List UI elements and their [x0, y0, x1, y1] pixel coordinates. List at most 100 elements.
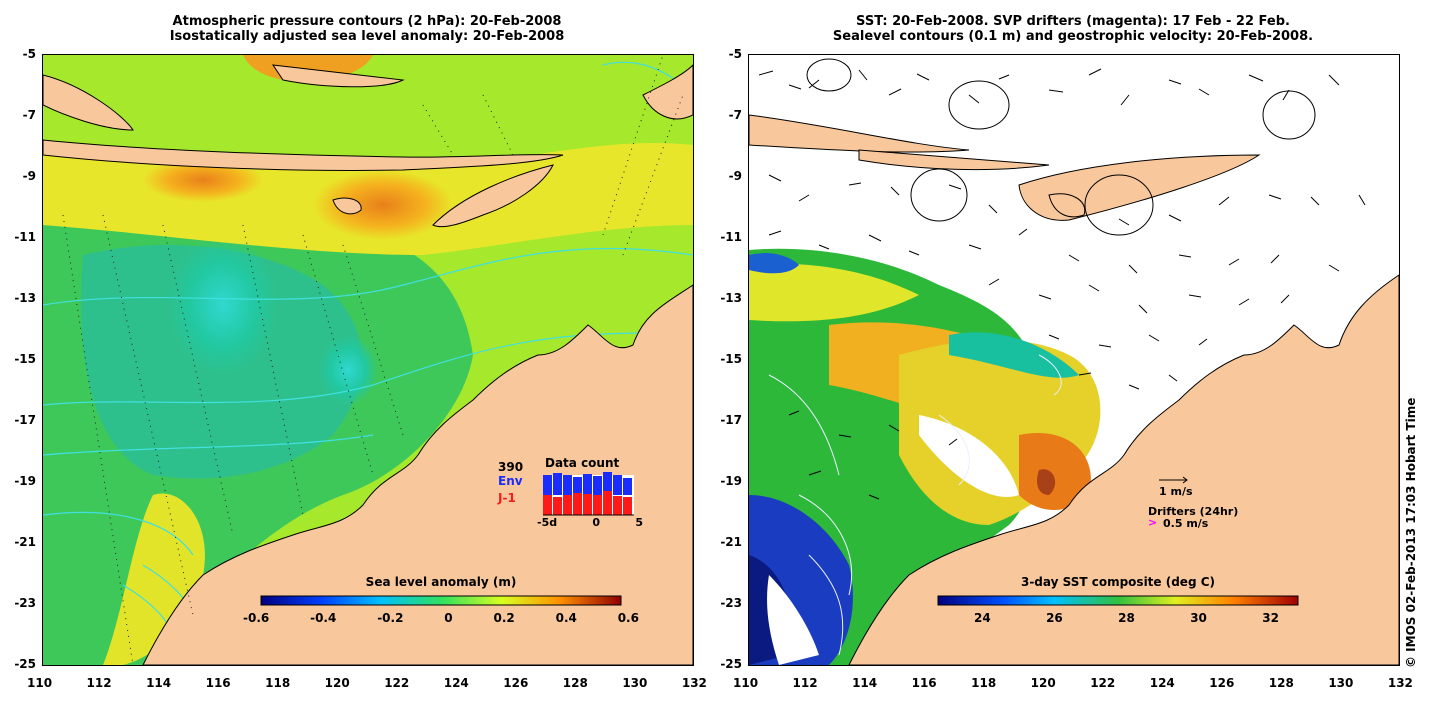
sst-velocity-map: 1 m/s Drifters (24hr) > 0.5 m/s 3-day SS… [748, 54, 1400, 666]
inset-xticks: -5d 0 5 [537, 516, 643, 529]
y-tick: -19 [720, 474, 742, 488]
land [43, 64, 693, 665]
inset-title: Data count [545, 456, 620, 470]
velocity-arrows [758, 68, 1366, 500]
y-tick: -25 [720, 657, 742, 671]
sulawesi-south [271, 64, 405, 88]
x-tick: 126 [503, 676, 529, 690]
right-y-axis: -5 -7 -9 -11 -13 -15 -17 -19 -21 -23 -25 [710, 47, 742, 671]
y-tick: -5 [22, 47, 36, 61]
left-title-line1: Atmospheric pressure contours (2 hPa): 2… [172, 14, 562, 29]
x-tick: 130 [622, 676, 648, 690]
y-tick: -21 [720, 535, 742, 549]
sumba-island [332, 197, 362, 215]
x-tick: 124 [1149, 676, 1175, 690]
y-tick: -13 [14, 291, 36, 305]
y-tick: -19 [14, 474, 36, 488]
y-tick: -11 [720, 230, 742, 244]
x-tick: 120 [324, 676, 350, 690]
y-tick: -15 [720, 352, 742, 366]
right-title-line1: SST: 20-Feb-2008. SVP drifters (magenta)… [856, 14, 1290, 29]
new-guinea-edge [642, 64, 693, 120]
x-tick: 114 [146, 676, 172, 690]
x-tick: 122 [1090, 676, 1116, 690]
x-tick: 112 [86, 676, 112, 690]
australia-land [142, 284, 693, 665]
x-tick: 110 [27, 676, 53, 690]
y-tick: -17 [720, 413, 742, 427]
x-tick: 126 [1209, 676, 1235, 690]
sla-high-center [313, 170, 453, 240]
left-title: Atmospheric pressure contours (2 hPa): 2… [42, 14, 692, 44]
sla-tick: -0.2 [377, 611, 404, 625]
sla-tick: 0.4 [555, 611, 577, 625]
sst-tick: 24 [974, 611, 991, 625]
y-tick: -5 [728, 47, 742, 61]
sla-colorbar-ticks: -0.6 -0.4 -0.2 0 0.2 0.4 0.6 [243, 611, 639, 625]
sla-tick: 0.6 [617, 611, 639, 625]
inset-xtick: 5 [635, 516, 643, 529]
x-tick: 128 [562, 676, 588, 690]
sst-hot-spot [1037, 469, 1056, 495]
y-tick: -17 [14, 413, 36, 427]
sst-colorbar-title: 3-day SST composite (deg C) [1020, 575, 1216, 589]
inset-j1-label: J-1 [498, 491, 516, 505]
x-tick: 132 [1387, 676, 1413, 690]
y-tick: -13 [720, 291, 742, 305]
scale-label: 1 m/s [1159, 485, 1193, 498]
sst-teal-patch [949, 332, 1079, 378]
left-x-axis: 110 112 114 116 118 120 122 124 126 128 … [27, 676, 707, 690]
y-tick: -23 [720, 596, 742, 610]
sea-level-contours [768, 354, 1062, 656]
island-chain-right [749, 114, 970, 153]
inset-xtick: 0 [592, 516, 601, 529]
sla-low-center [168, 235, 278, 375]
x-tick: 116 [911, 676, 937, 690]
x-tick: 130 [1328, 676, 1354, 690]
land-right [749, 114, 1399, 665]
y-tick: -21 [14, 535, 36, 549]
sla-tick: -0.4 [310, 611, 337, 625]
right-title: SST: 20-Feb-2008. SVP drifters (magenta)… [748, 14, 1398, 44]
y-tick: -7 [728, 108, 742, 122]
y-tick: -9 [728, 169, 742, 183]
y-tick: -23 [14, 596, 36, 610]
sst-tick: 26 [1046, 611, 1063, 625]
x-tick: 122 [384, 676, 410, 690]
sst-tick: 28 [1118, 611, 1135, 625]
island-chain [43, 139, 564, 171]
sla-tick: -0.6 [243, 611, 270, 625]
x-tick: 110 [733, 676, 759, 690]
sst-colorbar-ticks: 24 26 28 30 32 [974, 611, 1279, 625]
sla-tick: 0 [444, 611, 453, 625]
left-title-line2: Isostatically adjusted sea level anomaly… [169, 29, 565, 44]
sla-colorbar-title: Sea level anomaly (m) [365, 575, 517, 589]
inset-xtick: -5d [537, 516, 558, 529]
inset-j1-bars [543, 491, 632, 515]
scale-arrow-head [1182, 476, 1188, 484]
sst-tick: 32 [1262, 611, 1279, 625]
x-tick: 114 [852, 676, 878, 690]
right-x-axis: 110 112 114 116 118 120 122 124 126 128 … [733, 676, 1413, 690]
cloud-gap-2 [767, 575, 819, 665]
credit-text: © IMOS 02-Feb-2013 17:03 Hobart Time [1404, 397, 1418, 668]
sst-yellow-band [749, 263, 919, 322]
sst-colorbar [937, 595, 1299, 606]
inset-env-label: Env [498, 474, 523, 488]
java-island [43, 74, 134, 131]
x-tick: 116 [205, 676, 231, 690]
drifter-marker-icon: > [1148, 516, 1158, 529]
timor-island [432, 164, 554, 228]
x-tick: 120 [1030, 676, 1056, 690]
x-tick: 118 [971, 676, 997, 690]
x-tick: 124 [443, 676, 469, 690]
data-count-inset [543, 472, 634, 516]
x-tick: 112 [792, 676, 818, 690]
y-tick: -7 [22, 108, 36, 122]
left-y-axis: -5 -7 -9 -11 -13 -15 -17 -19 -21 -23 -25 [4, 47, 36, 671]
y-tick: -11 [14, 230, 36, 244]
x-tick: 128 [1268, 676, 1294, 690]
drifters-speed: 0.5 m/s [1163, 517, 1209, 530]
x-tick: 132 [681, 676, 707, 690]
sst-warm-core [1019, 433, 1091, 510]
